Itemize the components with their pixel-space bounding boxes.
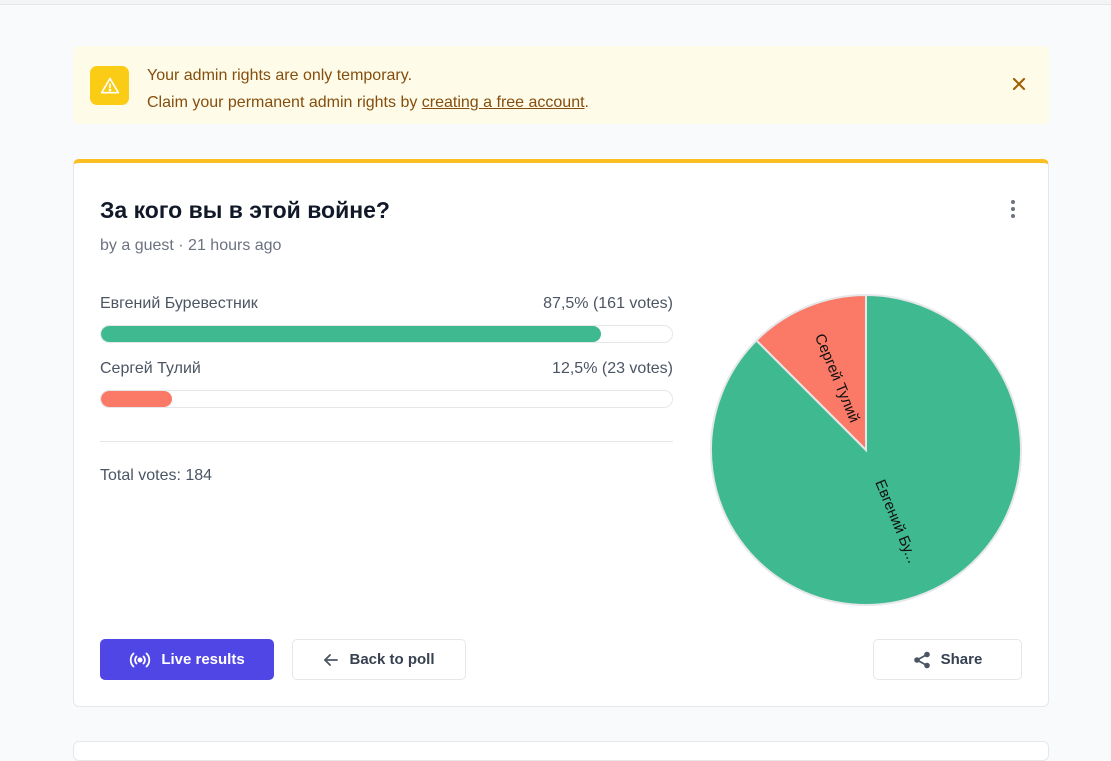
alert-line-2-prefix: Claim your permanent admin rights by <box>147 94 422 111</box>
top-border <box>0 0 1111 5</box>
poll-results-card: За кого вы в этой войне? by a guest · 21… <box>73 159 1049 707</box>
live-results-button[interactable]: Live results <box>100 639 274 680</box>
divider <box>100 441 673 442</box>
option-result: 87,5% (161 votes) <box>543 295 673 312</box>
alert-line-2: Claim your permanent admin rights by cre… <box>147 89 589 116</box>
option-label: Сергей Тулий <box>100 360 201 377</box>
close-icon[interactable] <box>1007 72 1031 96</box>
back-to-poll-button[interactable]: Back to poll <box>292 639 466 680</box>
option-label: Евгений Буревестник <box>100 295 258 312</box>
pie-slice-2 <box>754 293 867 453</box>
poll-title: За кого вы в этой войне? <box>100 197 390 223</box>
back-to-poll-label: Back to poll <box>349 651 435 668</box>
broadcast-icon <box>129 652 151 668</box>
live-results-label: Live results <box>161 651 245 668</box>
result-option-1: Евгений Буревестник 87,5% (161 votes) <box>100 293 673 343</box>
next-card <box>73 741 1049 761</box>
share-label: Share <box>940 651 983 668</box>
arrow-left-icon <box>323 653 339 667</box>
result-bar <box>100 325 673 343</box>
create-account-link[interactable]: creating a free account <box>421 94 585 111</box>
pie-slice-1 <box>710 293 1022 606</box>
kebab-menu-icon[interactable] <box>1002 197 1024 221</box>
poll-byline: by a guest · 21 hours ago <box>100 237 282 254</box>
results-pie-chart: Евгений Бу...Сергей Тулий <box>710 293 1022 606</box>
admin-rights-alert: Your admin rights are only temporary. Cl… <box>73 46 1049 124</box>
result-bar-fill <box>101 391 173 407</box>
option-result: 12,5% (23 votes) <box>552 360 673 377</box>
alert-message: Your admin rights are only temporary. Cl… <box>147 62 589 116</box>
share-button[interactable]: Share <box>873 639 1022 680</box>
warning-triangle-icon <box>90 66 129 105</box>
result-bar <box>100 390 673 408</box>
total-votes: Total votes: 184 <box>100 467 213 484</box>
result-option-2: Сергей Тулий 12,5% (23 votes) <box>100 358 673 408</box>
alert-line-1: Your admin rights are only temporary. <box>147 67 413 84</box>
share-icon <box>913 651 931 669</box>
alert-line-2-suffix: . <box>584 94 589 111</box>
result-bar-fill <box>101 326 601 342</box>
